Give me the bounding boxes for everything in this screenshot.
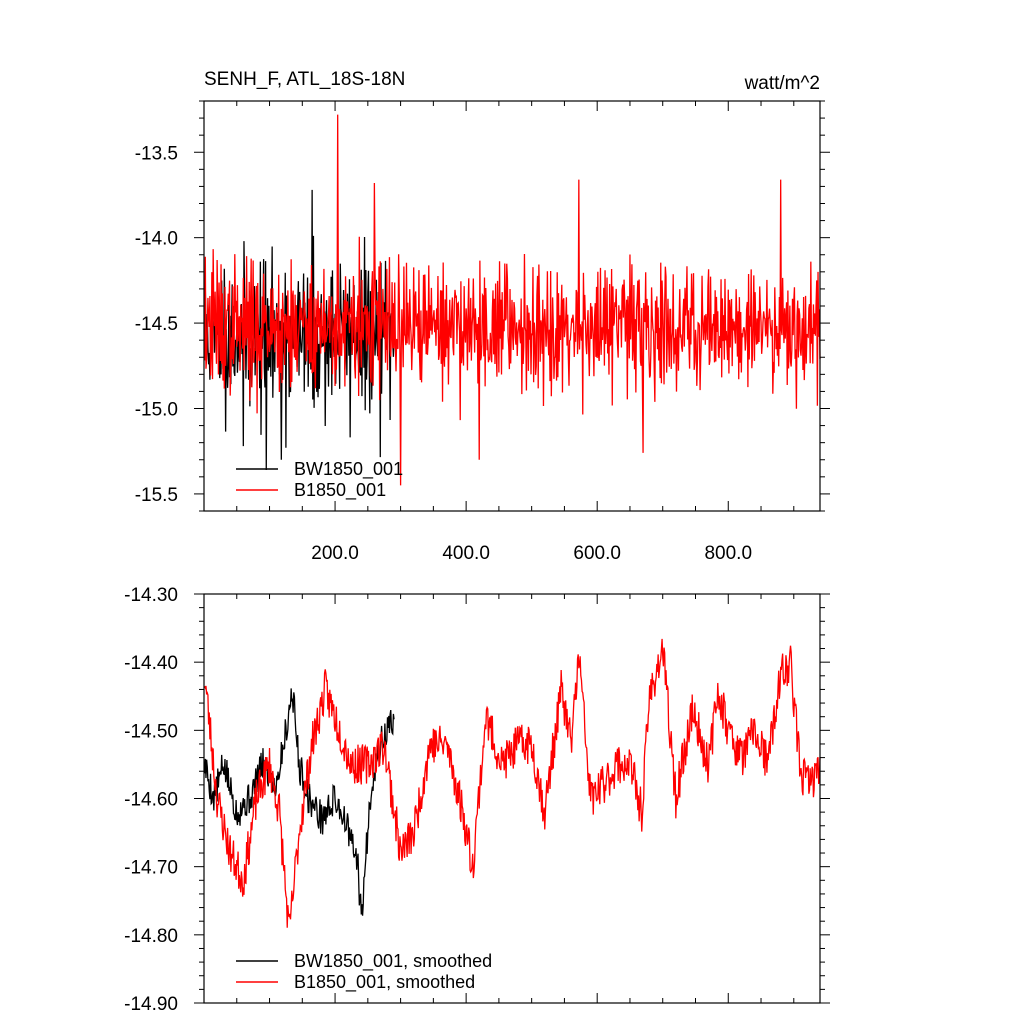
- series-line-0: [204, 688, 395, 916]
- y-tick-label: -14.90: [124, 994, 178, 1015]
- y-tick-label: -14.80: [124, 926, 178, 947]
- legend-label-0: BW1850_001, smoothed: [294, 951, 492, 972]
- units-label: watt/m^2: [744, 73, 820, 94]
- plot-frame: [203, 593, 821, 1004]
- x-tick-label: 400.0: [442, 543, 490, 564]
- legend-label-1: B1850_001: [294, 480, 386, 501]
- top-panel: 200.0 400.0 600.0 800.0 -15.5 -15.0 -14.5 -14.0…: [135, 69, 830, 564]
- x-tick-label: 800.0: [704, 543, 752, 564]
- y-tick-label: -14.70: [124, 858, 178, 879]
- y-tick-label: -14.40: [124, 653, 178, 674]
- x-tick-label: 200.0: [311, 543, 359, 564]
- y-tick-label: -14.50: [124, 721, 178, 742]
- y-tick-label: -13.5: [135, 143, 178, 164]
- legend-label-0: BW1850_001: [294, 459, 403, 480]
- series-line-1: [204, 638, 821, 928]
- y-tick-label: -15.0: [135, 400, 178, 421]
- y-tick-label: -14.5: [135, 314, 178, 335]
- series-line-1: [204, 114, 821, 486]
- legend-label-1: B1850_001, smoothed: [294, 972, 475, 993]
- y-tick-label: -14.60: [124, 790, 178, 811]
- chart-title: SENH_F, ATL_18S-18N: [204, 69, 405, 90]
- y-tick-label: -14.30: [124, 585, 178, 606]
- y-tick-label: -14.0: [135, 229, 178, 250]
- y-tick-label: -15.5: [135, 485, 178, 506]
- x-tick-label: 600.0: [573, 543, 621, 564]
- bottom-panel: -14.90 -14.80 -14.70 -14.60 -14.50 -14.40 -14.…: [124, 585, 830, 1015]
